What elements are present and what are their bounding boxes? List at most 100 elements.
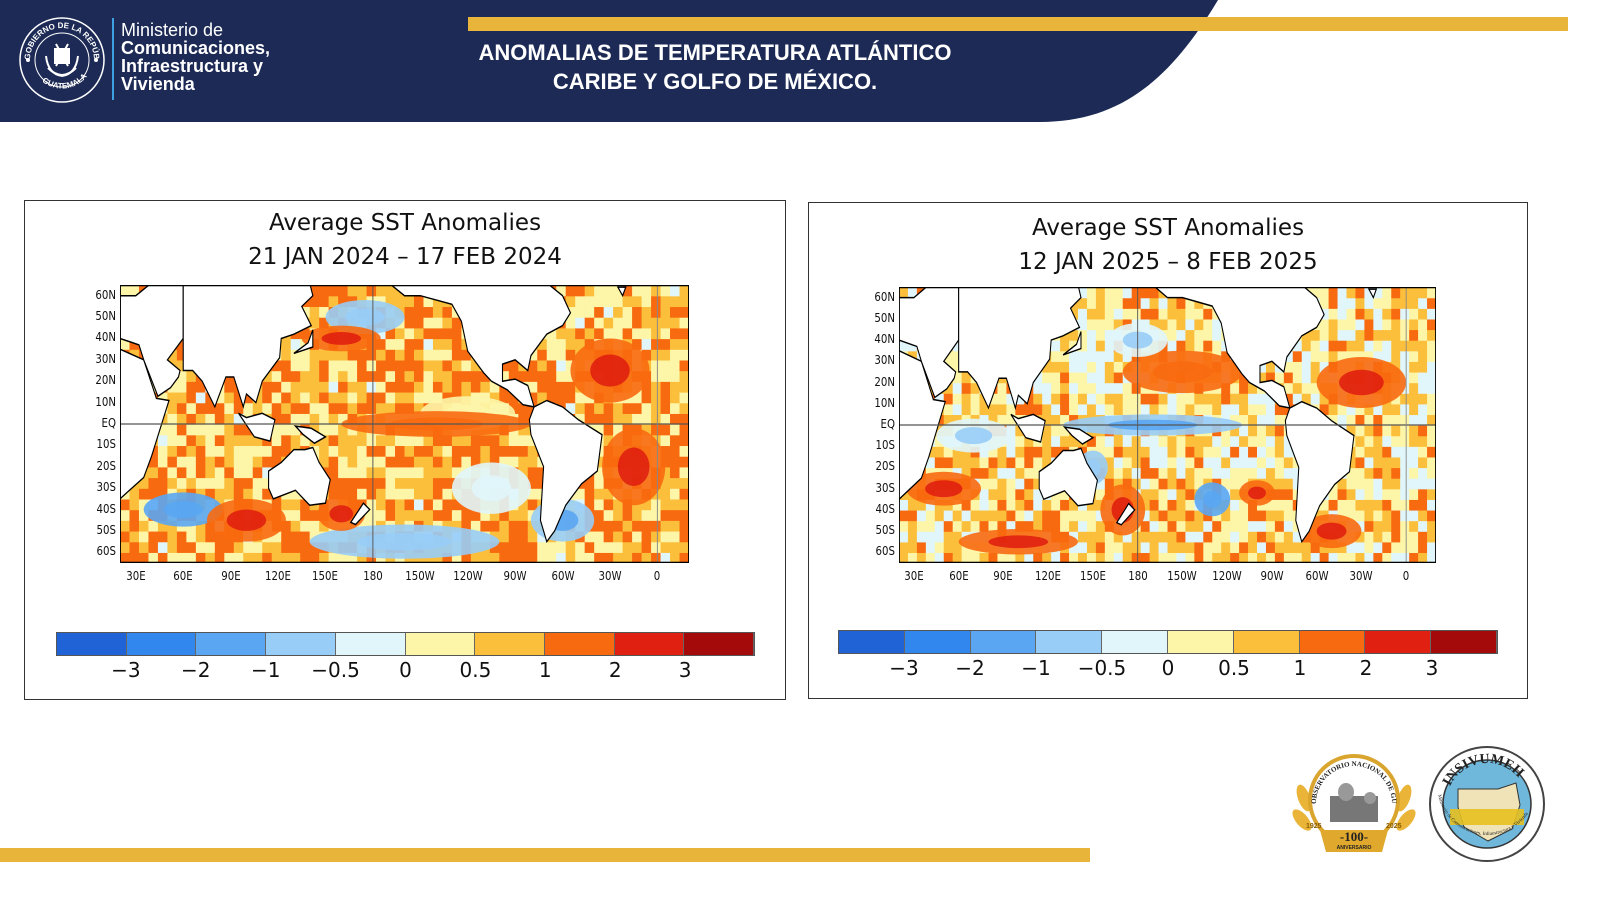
anomaly-cell: [1409, 541, 1419, 554]
anomaly-cell: [120, 285, 130, 297]
anomaly-cell: [1292, 467, 1303, 479]
anomaly-cell: [195, 541, 206, 553]
anomaly-cell: [1203, 541, 1213, 554]
anomaly-cell: [1382, 414, 1392, 426]
anomaly-cell: [1257, 520, 1267, 532]
anomaly-cell: [943, 393, 954, 405]
anomaly-cell: [1391, 340, 1401, 352]
anomaly-cell: [300, 413, 311, 425]
anomaly-cell: [1274, 520, 1285, 532]
anomaly-cell: [1239, 552, 1249, 563]
anomaly-cell: [1418, 467, 1428, 479]
anomaly-cell: [451, 466, 462, 479]
anomaly-cell: [1400, 308, 1410, 320]
colorbar: [838, 630, 1498, 654]
anomaly-cell: [1239, 541, 1249, 554]
anomaly-cell: [1221, 403, 1231, 416]
anomaly-cell: [432, 488, 443, 500]
anomaly-cell: [1319, 361, 1330, 373]
anomaly-cell: [319, 520, 330, 532]
anomaly-cell: [1212, 531, 1222, 543]
anomaly-cell: [461, 520, 472, 532]
anomaly-cell: [376, 488, 387, 500]
anomaly-cell: [1427, 531, 1436, 543]
anomaly-cell: [1355, 541, 1365, 554]
anomaly-cell: [1149, 520, 1159, 532]
anomaly-cell: [943, 456, 954, 469]
anomaly-cell: [205, 424, 216, 436]
anomaly-core: [1248, 486, 1266, 500]
anomaly-cell: [347, 381, 358, 393]
anomaly-cell: [300, 509, 311, 521]
anomaly-cell: [1382, 520, 1392, 532]
colorbar-swatch: [684, 633, 755, 655]
anomaly-cell: [660, 434, 671, 447]
anomaly-cell: [1086, 350, 1097, 362]
anomaly-cell: [385, 445, 396, 457]
anomaly-cell: [537, 370, 548, 382]
anomaly-cell: [233, 552, 244, 563]
anomaly-cell: [1078, 509, 1088, 522]
lat-tick-label: 50S: [96, 522, 116, 537]
anomaly-cell: [395, 391, 405, 404]
anomaly-cell: [899, 499, 909, 511]
anomaly-cell: [1015, 425, 1025, 437]
anomaly-cell: [1230, 541, 1240, 554]
anomaly-cell: [1095, 329, 1106, 341]
anomaly-cell: [413, 349, 424, 361]
slide-title-line1: ANOMALIAS DE TEMPERATURA ATLÁNTICO: [478, 40, 952, 65]
anomaly-cell: [651, 402, 662, 414]
anomaly-cell: [328, 349, 339, 361]
anomaly-cell: [176, 402, 187, 414]
anomaly-cell: [138, 498, 149, 511]
anomaly-cell: [670, 285, 680, 297]
anomaly-cell: [224, 381, 235, 393]
anomaly-cell: [423, 477, 434, 489]
anomaly-cell: [413, 317, 424, 329]
anomaly-cell: [622, 295, 633, 308]
anomaly-cell: [1373, 308, 1383, 320]
anomaly-cell: [575, 317, 586, 329]
anomaly-cell: [632, 338, 643, 350]
anomaly-cell: [148, 477, 159, 489]
anomaly-cell: [1230, 403, 1240, 416]
anomaly-cell: [357, 488, 368, 500]
anomaly-cell: [195, 424, 206, 436]
anomaly-cell: [1086, 393, 1097, 405]
anomaly-cell: [1158, 435, 1168, 447]
anomaly-cell: [527, 381, 538, 393]
anomaly-cell: [1248, 414, 1258, 426]
anomaly-cell: [632, 295, 643, 308]
anomaly-cell: [1006, 435, 1016, 447]
anomaly-cell: [613, 285, 624, 297]
anomaly-cell: [1337, 499, 1347, 511]
anomaly-cell: [1409, 552, 1419, 563]
anomaly-cell: [1051, 382, 1061, 394]
anomaly-cell: [1176, 488, 1186, 500]
anomaly-cell: [1418, 541, 1428, 554]
anomaly-cell: [357, 381, 368, 393]
colorbar-swatch: [1299, 631, 1366, 653]
anomaly-cell: [319, 349, 330, 361]
anomaly-cell: [1319, 297, 1330, 309]
anomaly-cell: [1337, 318, 1347, 331]
anomaly-cell: [1122, 435, 1133, 447]
anomaly-cell: [660, 349, 671, 361]
landmass: [1115, 502, 1136, 526]
anomaly-cell: [603, 402, 614, 414]
anomaly-cell: [489, 541, 500, 553]
anomaly-cell: [224, 541, 235, 553]
anomaly-cell: [1185, 435, 1195, 447]
anomaly-cell: [1042, 446, 1052, 458]
anomaly-cell: [309, 552, 320, 563]
anomaly-cell: [1310, 393, 1321, 405]
anomaly-cell: [1427, 435, 1436, 447]
anomaly-cell: [952, 350, 963, 362]
anomaly-cell: [148, 488, 159, 500]
anomaly-cell: [243, 402, 254, 414]
anomaly-cell: [167, 541, 178, 553]
anomaly-cell: [309, 306, 320, 318]
anomaly-cell: [413, 359, 424, 372]
anomaly-cell: [660, 370, 671, 382]
anomaly-cell: [413, 391, 424, 404]
